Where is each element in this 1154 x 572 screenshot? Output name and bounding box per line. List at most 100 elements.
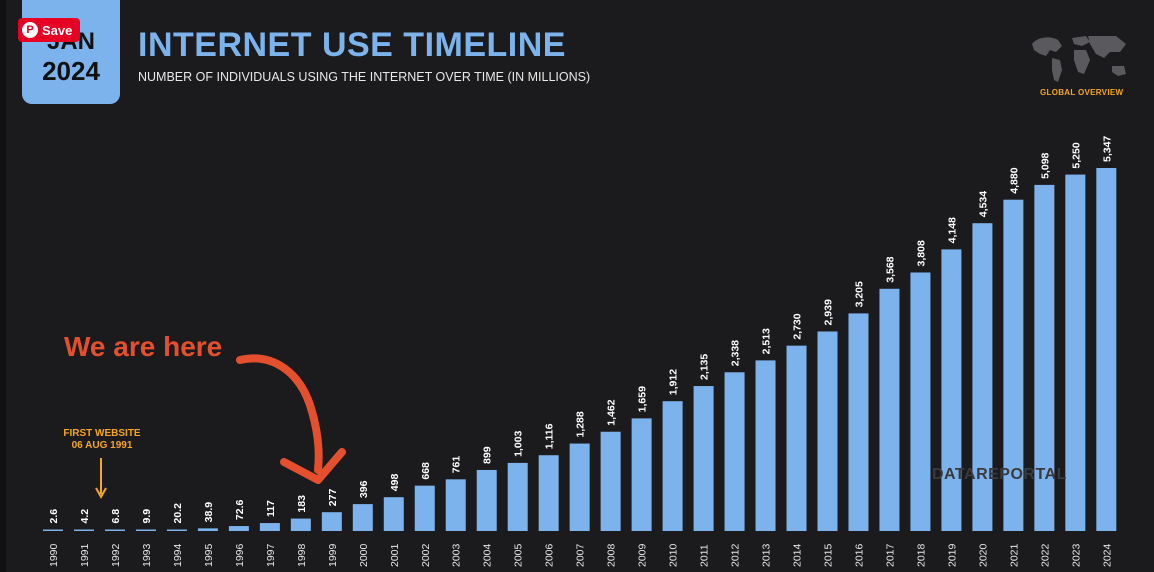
bar-1993: [135, 529, 156, 531]
value-label-1992: 6.8: [110, 509, 122, 524]
value-label-2019: 4,148: [946, 217, 958, 243]
x-tick-2017: 2017: [884, 543, 896, 567]
x-tick-1996: 1996: [234, 543, 246, 567]
value-label-1993: 9.9: [141, 509, 153, 524]
bar-2019: [941, 249, 962, 531]
value-label-2002: 668: [420, 462, 432, 480]
value-label-2012: 2,338: [730, 340, 742, 366]
value-label-2008: 1,462: [606, 399, 618, 425]
bar-2021: [1003, 199, 1024, 531]
bar-2023: [1065, 174, 1086, 531]
bar-2012: [724, 372, 745, 531]
bar-2003: [445, 479, 466, 531]
bar-2002: [414, 485, 435, 531]
bar-2014: [786, 345, 807, 531]
orange-arrowhead: [95, 487, 107, 500]
save-label: Save: [42, 22, 73, 38]
bar-2011: [693, 386, 714, 531]
value-label-1996: 72.6: [234, 499, 246, 520]
x-tick-1994: 1994: [172, 543, 184, 567]
bar-1994: [166, 529, 187, 531]
x-tick-1998: 1998: [296, 543, 308, 567]
bar-2018: [910, 272, 931, 531]
page-title: INTERNET USE TIMELINE: [138, 26, 566, 64]
x-tick-2009: 2009: [637, 543, 649, 567]
x-tick-2011: 2011: [699, 544, 711, 567]
bar-2016: [848, 313, 869, 531]
bar-1990: [43, 529, 63, 531]
bar-2001: [383, 497, 404, 531]
x-tick-2024: 2024: [1101, 543, 1113, 567]
bar-1995: [197, 528, 218, 531]
value-label-1991: 4.2: [79, 509, 91, 524]
value-label-2007: 1,288: [575, 411, 587, 437]
x-tick-2013: 2013: [761, 543, 773, 567]
bar-2024: [1096, 168, 1117, 531]
x-tick-2005: 2005: [513, 543, 525, 567]
value-label-2006: 1,116: [544, 423, 556, 449]
value-label-2001: 498: [389, 474, 401, 492]
value-label-2005: 1,003: [513, 430, 525, 456]
value-label-2013: 2,513: [761, 328, 773, 354]
x-tick-1995: 1995: [203, 543, 215, 567]
value-label-2010: 1,912: [668, 369, 680, 395]
x-tick-1993: 1993: [141, 543, 153, 567]
x-tick-2001: 2001: [389, 543, 401, 567]
x-tick-2018: 2018: [915, 543, 927, 567]
left-border: [0, 0, 6, 572]
bar-1999: [321, 512, 342, 531]
value-label-2014: 2,730: [792, 313, 804, 339]
x-tick-2019: 2019: [946, 543, 958, 567]
value-label-2023: 5,250: [1070, 142, 1082, 168]
x-tick-1992: 1992: [110, 543, 122, 567]
pinterest-save-button[interactable]: P Save: [18, 18, 81, 42]
value-label-2017: 3,568: [884, 256, 896, 282]
x-tick-2004: 2004: [482, 543, 494, 567]
bar-2000: [352, 504, 373, 531]
first-website-line2: 06 AUG 1991: [71, 440, 133, 451]
value-label-2022: 5,098: [1039, 152, 1051, 178]
value-label-1994: 20.2: [172, 503, 184, 524]
world-map-icon: [1032, 36, 1126, 82]
value-label-2020: 4,534: [977, 191, 989, 217]
red-curved-arrow: [236, 354, 323, 474]
x-tick-2020: 2020: [977, 543, 989, 567]
we-are-here-annotation: We are here: [64, 331, 223, 362]
value-label-2004: 899: [482, 446, 494, 464]
x-tick-2002: 2002: [420, 543, 432, 567]
bar-2022: [1034, 184, 1055, 532]
bar-2006: [538, 455, 559, 531]
first-website-line1: FIRST WEBSITE: [63, 428, 141, 439]
bar-1992: [104, 529, 125, 531]
value-label-1998: 183: [296, 495, 308, 513]
x-tick-2016: 2016: [853, 543, 865, 567]
bar-2017: [879, 288, 900, 531]
badge-year: 2024: [42, 56, 100, 86]
x-tick-2010: 2010: [668, 543, 680, 567]
x-tick-2008: 2008: [606, 543, 618, 567]
value-label-2015: 2,939: [823, 299, 835, 325]
bar-1997: [259, 523, 280, 531]
value-label-2016: 3,205: [853, 281, 865, 307]
value-label-2021: 4,880: [1008, 167, 1020, 193]
value-label-2003: 761: [451, 456, 463, 474]
x-tick-1997: 1997: [265, 543, 277, 567]
bar-2010: [662, 401, 683, 531]
x-tick-2021: 2021: [1008, 543, 1020, 567]
x-tick-2007: 2007: [575, 543, 587, 567]
red-arrowhead: [280, 448, 346, 484]
value-label-2011: 2,135: [699, 354, 711, 380]
bar-2008: [600, 431, 621, 531]
bar-1998: [290, 518, 311, 531]
global-overview-label: GLOBAL OVERVIEW: [1040, 88, 1124, 97]
value-label-1995: 38.9: [203, 502, 215, 523]
x-tick-2023: 2023: [1070, 543, 1082, 567]
x-tick-2003: 2003: [451, 543, 463, 567]
x-tick-2014: 2014: [792, 543, 804, 567]
bar-2020: [972, 223, 993, 532]
value-label-2000: 396: [358, 480, 370, 498]
x-tick-1999: 1999: [327, 543, 339, 567]
page-subtitle: NUMBER OF INDIVIDUALS USING THE INTERNET…: [138, 70, 591, 84]
